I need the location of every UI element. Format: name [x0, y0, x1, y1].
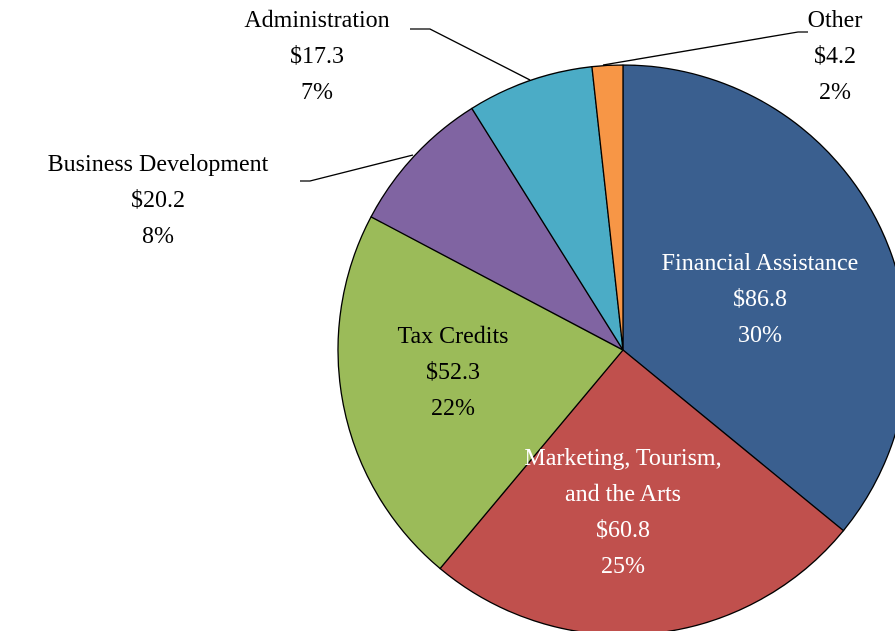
category-label: Other [807, 7, 863, 33]
value-label: $60.8 [596, 517, 650, 543]
leader-lines [300, 28, 808, 182]
label-box: Marketing, Tourism, and the Arts $60.8 25% [518, 440, 728, 584]
category-label: Tax Credits [397, 323, 509, 349]
value-label: $20.2 [131, 187, 185, 213]
pie-slice [439, 349, 845, 631]
label-box: Other $4.2 2% [790, 2, 880, 110]
percent-label: 2% [819, 79, 851, 105]
category-label: Administration [244, 7, 390, 33]
pie-slice [622, 64, 895, 532]
leader-line [602, 31, 808, 66]
percent-label: 7% [301, 79, 333, 105]
percent-label: 30% [738, 322, 782, 348]
pie-slice [591, 64, 624, 351]
pie-slice [337, 215, 625, 570]
percent-label: 8% [142, 223, 174, 249]
value-label: $4.2 [814, 43, 856, 69]
value-label: $52.3 [426, 359, 480, 385]
percent-label: 25% [601, 553, 645, 579]
leader-line [410, 28, 531, 81]
slices [337, 64, 895, 631]
slice-label: Business Development $20.2 8% [0, 146, 316, 254]
leader-line [300, 154, 414, 182]
label-box: Tax Credits $52.3 22% [353, 318, 553, 426]
percent-label: 22% [431, 395, 475, 421]
slice-label: Tax Credits $52.3 22% [353, 318, 553, 426]
category-label: Financial Assistance [661, 250, 859, 276]
label-box: Administration $17.3 7% [212, 2, 422, 110]
category-label: Business Development [47, 151, 269, 177]
value-label: $86.8 [733, 286, 787, 312]
slice-label: Other $4.2 2% [790, 2, 880, 110]
category-label: Marketing, Tourism, and the Arts [524, 445, 722, 507]
slice-label: Marketing, Tourism, and the Arts $60.8 25% [518, 440, 728, 584]
slice-label: Financial Assistance $86.8 30% [615, 245, 895, 353]
slice-label: Administration $17.3 7% [212, 2, 422, 110]
pie-slice [370, 107, 625, 352]
pie-slice [470, 65, 624, 351]
label-box: Financial Assistance $86.8 30% [615, 245, 895, 353]
label-box: Business Development $20.2 8% [0, 146, 316, 254]
value-label: $17.3 [290, 43, 344, 69]
